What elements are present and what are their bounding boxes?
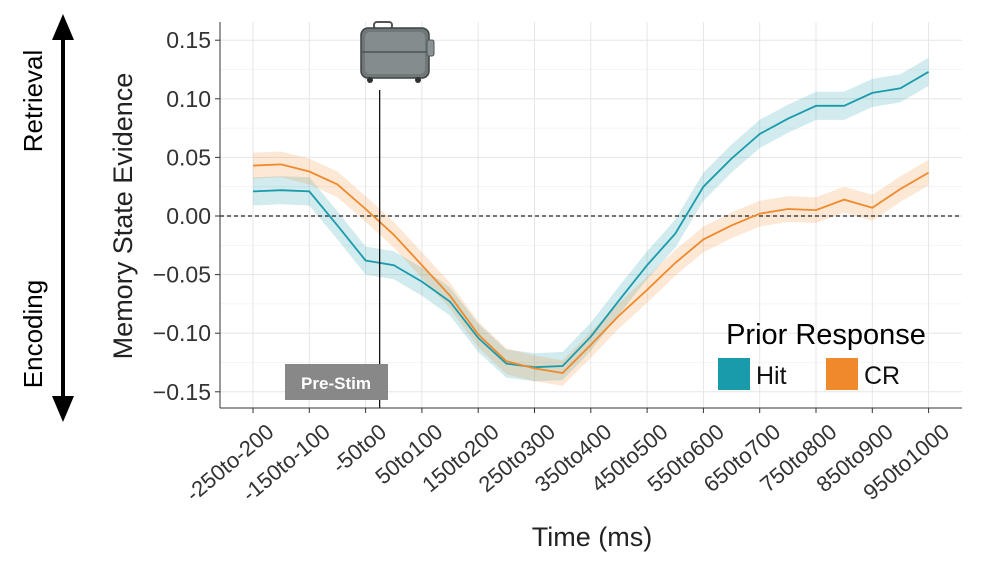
- y-tick-label: 0.00: [166, 203, 211, 229]
- x-axis-title: Time (ms): [532, 522, 652, 552]
- legend-swatch-hit: [718, 358, 750, 390]
- retrieval-encoding-axis: Retrieval Encoding: [18, 14, 74, 422]
- pre-stim-label: Pre-Stim: [301, 374, 371, 393]
- pre-stim-badge: Pre-Stim: [285, 364, 388, 400]
- x-tick-labels: -250to-200-150to-100-50to050to100150to20…: [181, 408, 954, 506]
- suitcase-icon: [360, 21, 435, 83]
- legend-label-cr: CR: [864, 362, 900, 390]
- legend-label-hit: Hit: [756, 362, 787, 390]
- y-tick-label: −0.10: [153, 320, 211, 346]
- legend-item-cr: CR: [826, 358, 900, 390]
- legend-swatch-cr: [826, 358, 858, 390]
- confidence-bands: [253, 57, 929, 386]
- y-axis-title: Memory State Evidence: [108, 73, 138, 360]
- ci-band-cr: [253, 151, 929, 386]
- legend-title: Prior Response: [726, 319, 926, 351]
- up-arrow-head-icon: [52, 14, 74, 40]
- y-tick-label: −0.15: [153, 379, 211, 405]
- grid-lines: [220, 22, 962, 408]
- pre-stim-badge-bg: [285, 364, 388, 400]
- y-tick-label: −0.05: [153, 262, 211, 288]
- retrieval-label: Retrieval: [18, 50, 48, 153]
- ci-band-hit: [253, 57, 929, 382]
- legend: Prior Response Hit CR: [718, 319, 926, 390]
- legend-item-hit: Hit: [718, 358, 787, 390]
- down-arrow-head-icon: [52, 396, 74, 422]
- series-lines: [252, 71, 930, 374]
- y-tick-label: 0.15: [166, 27, 211, 53]
- series-line-cr: [252, 163, 930, 374]
- encoding-label: Encoding: [18, 280, 48, 388]
- y-tick-label: 0.10: [166, 86, 211, 112]
- series-line-hit: [252, 71, 930, 369]
- plot-panel: −0.15 −0.10 −0.05 0.00 0.05 0.10 0.15 -250to-2…: [153, 22, 962, 506]
- y-tick-label: 0.05: [166, 144, 211, 170]
- y-tick-labels: −0.15 −0.10 −0.05 0.00 0.05 0.10 0.15: [153, 27, 220, 405]
